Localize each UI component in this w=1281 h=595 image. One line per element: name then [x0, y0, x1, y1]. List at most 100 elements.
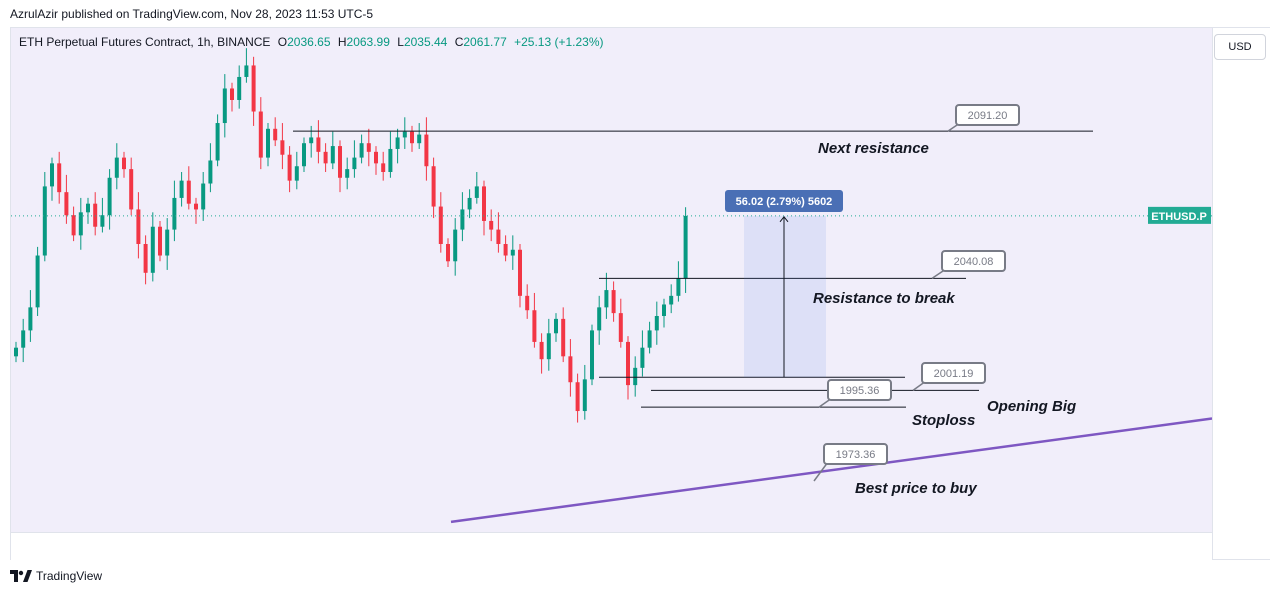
annotation-text: Stoploss: [912, 412, 975, 429]
candle-body: [402, 131, 407, 138]
candle-body: [136, 209, 141, 244]
candle-body: [86, 203, 90, 213]
candle-body: [251, 65, 256, 112]
candle-body: [662, 304, 666, 316]
candle-body: [208, 160, 213, 184]
measure-box: [744, 215, 826, 378]
chart-svg: 56.02 (2.79%) 56022091.202040.082001.191…: [11, 48, 1269, 553]
candle-body: [503, 244, 508, 256]
callout-opening-box: [921, 362, 986, 384]
candle-body: [532, 310, 537, 342]
candle-body: [561, 318, 566, 357]
chart-frame: ETH Perpetual Futures Contract, 1h, BINA…: [10, 27, 1271, 560]
time-scale[interactable]: [11, 532, 1212, 560]
candle-body: [150, 226, 155, 273]
callout-opening-text: 2001.19: [934, 368, 974, 380]
candle-body: [669, 295, 674, 305]
candle-body: [352, 157, 357, 170]
candle-body: [417, 134, 422, 144]
symbol-tag-bg: [1148, 206, 1211, 224]
candle-body: [172, 197, 177, 230]
candle-body: [100, 215, 105, 227]
candle-body: [237, 76, 242, 100]
candle-body: [28, 307, 33, 331]
candle-body: [215, 123, 220, 161]
legend-low-label: L: [397, 35, 404, 49]
legend-close-label: C: [454, 35, 464, 49]
candle-body: [525, 295, 530, 311]
candle-body: [107, 177, 112, 216]
candle-body: [647, 330, 652, 348]
candle-body: [280, 140, 285, 155]
candle-body: [683, 215, 688, 279]
symbol-tag-text: ETHUSD.P: [1151, 211, 1207, 223]
candles-layer: [14, 48, 688, 423]
candle-body: [165, 229, 170, 256]
annotation-text: Opening Big: [987, 398, 1076, 415]
publisher-line: AzrulAzir published on TradingView.com, …: [10, 7, 374, 21]
callout-stoploss-box: [827, 379, 892, 401]
currency-button[interactable]: USD: [1214, 34, 1266, 60]
candle-body: [129, 169, 134, 210]
candle-body: [338, 146, 342, 178]
tradingview-brand: TradingView: [36, 569, 103, 583]
candle-body: [496, 229, 501, 244]
legend-high-label: H: [337, 35, 347, 49]
candle-body: [345, 169, 350, 178]
candle-body: [554, 318, 558, 334]
annotation-text: Resistance to break: [813, 290, 955, 307]
candle-body: [618, 313, 623, 342]
measure-label: 56.02 (2.79%) 5602: [736, 196, 833, 208]
candle-body: [273, 128, 278, 141]
annotation-text: Next resistance: [818, 140, 929, 157]
candle-body: [611, 290, 616, 314]
candle-body: [381, 163, 386, 172]
candle-body: [359, 143, 364, 158]
candle-body: [453, 229, 458, 262]
candle-body: [201, 183, 206, 210]
candle-body: [316, 137, 321, 152]
candle-body: [21, 330, 26, 348]
callout-stoploss-text: 1995.36: [840, 385, 880, 397]
callout-buy-box: [823, 443, 888, 465]
candle-body: [258, 111, 263, 158]
candle-body: [395, 137, 400, 149]
callout-resistance-break-box: [941, 250, 1006, 272]
candle-body: [122, 157, 126, 170]
callout-buy-text: 1973.36: [836, 449, 876, 461]
candle-body: [230, 88, 234, 100]
candle-body: [640, 347, 645, 368]
legend-low: 2035.44: [403, 35, 448, 49]
candle-body: [467, 197, 472, 210]
callout-buy-pointer: [813, 461, 829, 482]
price-scale[interactable]: [1212, 28, 1271, 559]
candle-body: [366, 143, 371, 152]
candle-body: [590, 330, 594, 380]
legend-open: 2036.65: [287, 35, 331, 49]
candle-body: [424, 134, 429, 167]
candle-body: [35, 255, 40, 308]
candle-body: [633, 367, 638, 386]
candle-body: [568, 356, 573, 383]
candle-body: [597, 307, 602, 331]
measure-arrow-head: [779, 216, 789, 223]
candle-body: [446, 244, 450, 262]
candle-body: [158, 226, 162, 256]
legend-high: 2063.99: [346, 35, 390, 49]
candle-body: [604, 290, 609, 308]
candle-body: [71, 215, 76, 236]
candle-body: [64, 192, 69, 216]
legend-symbol: ETH Perpetual Futures Contract, 1h, BINA…: [19, 35, 271, 49]
symbol-legend: ETH Perpetual Futures Contract, 1h, BINA…: [19, 35, 604, 49]
candle-body: [78, 212, 83, 236]
trendline: [450, 417, 1213, 524]
candle-body: [323, 151, 328, 164]
candle-body: [114, 157, 119, 178]
callout-next-resistance-text: 2091.20: [968, 110, 1008, 122]
candle-body: [222, 88, 227, 124]
candle-body: [374, 151, 378, 164]
candle-body: [460, 209, 465, 230]
tradingview-logo[interactable]: TradingView: [10, 569, 102, 583]
candle-body: [676, 278, 681, 296]
candle-body: [410, 131, 414, 144]
